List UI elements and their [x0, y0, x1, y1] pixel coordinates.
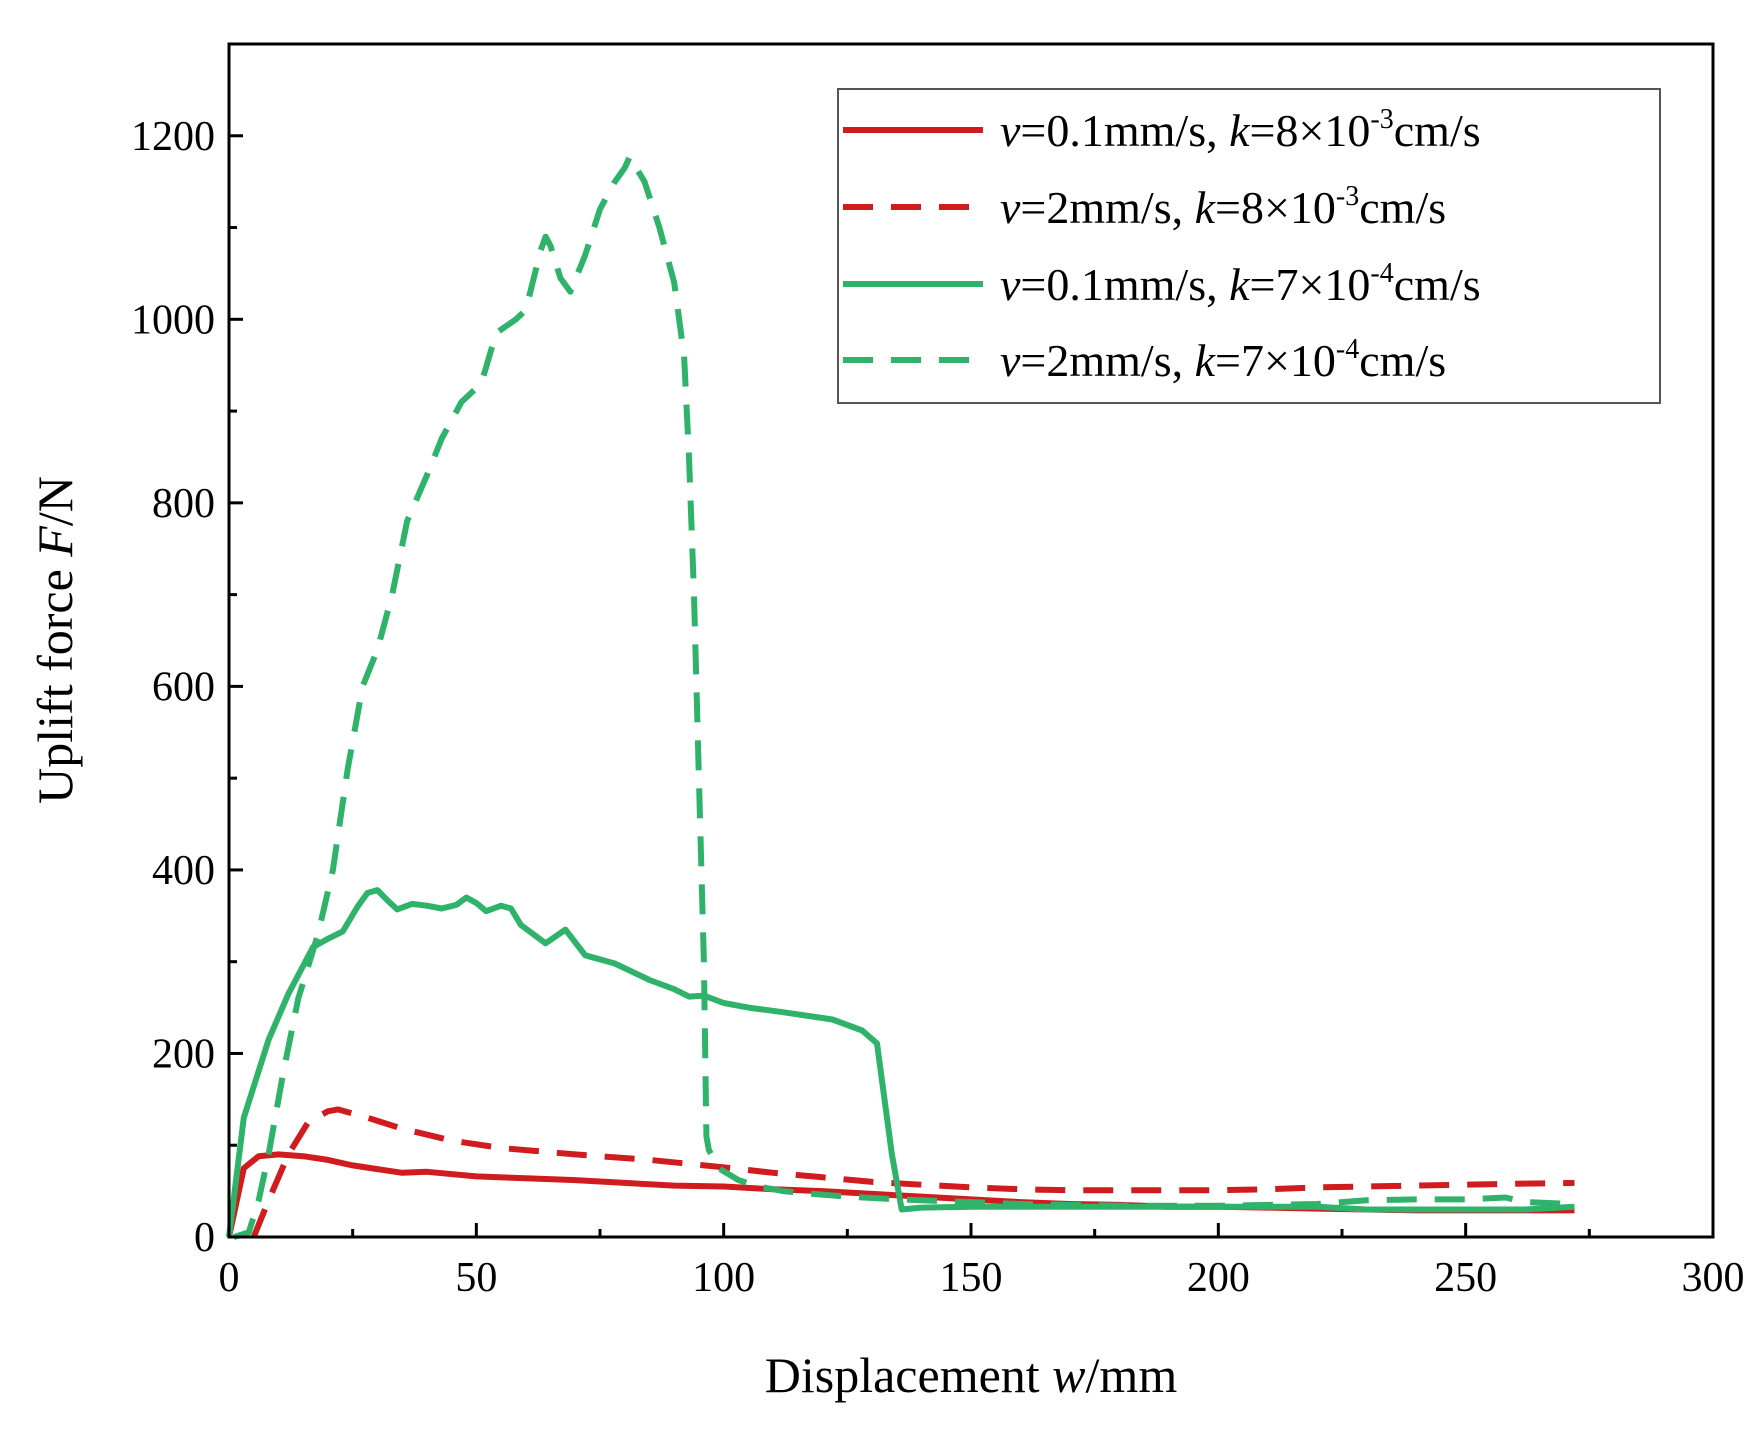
x-tick-label: 200 [1187, 1255, 1250, 1301]
x-tick-label: 250 [1434, 1255, 1497, 1301]
y-tick-label: 800 [152, 481, 215, 527]
legend-label-3: v=0.1mm/s, k=7×10-4cm/s [1000, 258, 1481, 310]
series-line-4 [233, 153, 1575, 1240]
axis-ticks [227, 134, 1715, 1239]
legend-label-4: v=2mm/s, k=7×10-4cm/s [1000, 334, 1446, 386]
y-tick-label: 1200 [131, 114, 215, 160]
legend: v=0.1mm/s, k=8×10-3cm/s v=2mm/s, k=8×10-3… [837, 88, 1661, 404]
axis-tick-labels: 0 50 100 150 200 250 300 0 200 400 600 800 1000 1200 [131, 114, 1745, 1301]
y-tick-label: 600 [152, 664, 215, 710]
x-tick-label: 100 [692, 1255, 755, 1301]
x-tick-label: 0 [219, 1255, 240, 1301]
y-tick-label: 1000 [131, 297, 215, 343]
y-tick-label: 400 [152, 848, 215, 894]
x-tick-label: 50 [455, 1255, 497, 1301]
legend-box [837, 88, 1661, 404]
legend-label-2: v=2mm/s, k=8×10-3cm/s [1000, 181, 1446, 233]
x-axis-title: Displacement w/mm [765, 1347, 1178, 1403]
series-line-2 [250, 1106, 1575, 1239]
x-tick-label: 150 [940, 1255, 1003, 1301]
legend-entries: v=0.1mm/s, k=8×10-3cm/s v=2mm/s, k=8×10-3… [843, 104, 1481, 386]
y-axis-title: Uplift force F/N [27, 476, 83, 804]
legend-label-1: v=0.1mm/s, k=8×10-3cm/s [1000, 104, 1481, 156]
y-tick-label: 0 [194, 1215, 215, 1261]
series-layer [226, 153, 1575, 1240]
x-tick-label: 300 [1682, 1255, 1745, 1301]
y-tick-label: 200 [152, 1031, 215, 1077]
